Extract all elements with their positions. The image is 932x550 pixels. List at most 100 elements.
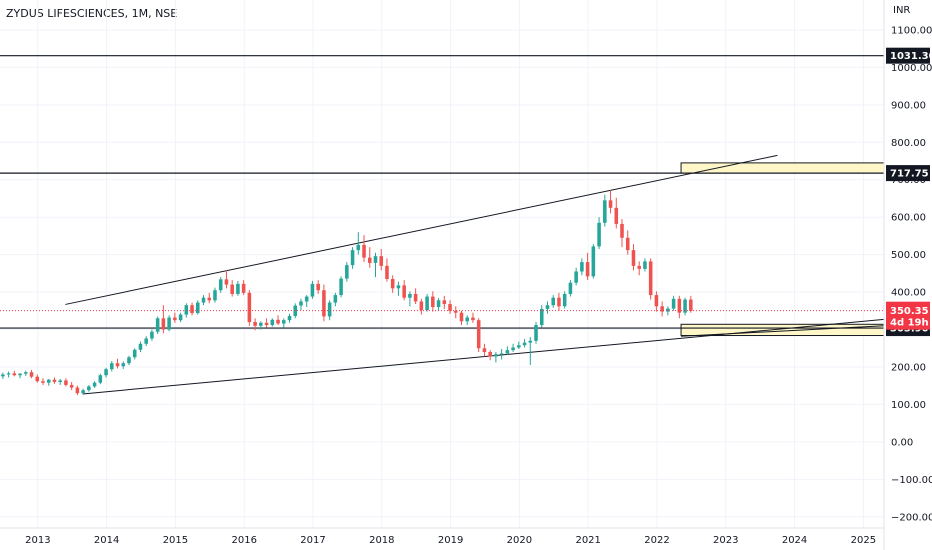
candle-61 (350, 247, 355, 269)
candle-body-93 (534, 325, 538, 341)
candle-body-111 (637, 265, 641, 269)
candle-33 (190, 302, 194, 316)
candle-body-42 (241, 283, 246, 293)
candle-body-70 (402, 285, 406, 298)
candle-100 (574, 267, 578, 286)
candle-body-44 (253, 322, 257, 326)
trendline-2[interactable] (681, 325, 885, 337)
candle-78 (448, 300, 452, 314)
candle-71 (408, 291, 412, 307)
candle-49 (281, 318, 286, 328)
candle-77 (442, 295, 447, 309)
candle-body-95 (545, 305, 550, 309)
candle-104 (597, 217, 601, 250)
highlight-zone-1[interactable] (680, 323, 885, 337)
candle-38 (218, 277, 223, 293)
candle-47 (270, 318, 275, 327)
horizontal-levels[interactable] (0, 55, 884, 329)
candle-27 (155, 316, 160, 335)
candle-25 (144, 336, 148, 347)
candle-14 (81, 388, 85, 395)
candle-body-20 (115, 363, 120, 367)
candle-20 (115, 358, 120, 369)
candle-body-25 (144, 338, 148, 344)
candle-body-14 (81, 390, 85, 394)
candle-101 (580, 258, 584, 276)
candle-108 (620, 219, 624, 248)
candle-46 (264, 318, 269, 328)
candle-body-79 (453, 310, 458, 313)
candle-body-85 (488, 352, 492, 357)
candle-26 (150, 329, 154, 341)
candle-body-18 (104, 369, 108, 376)
trendline-1[interactable] (82, 318, 885, 395)
candle-body-106 (608, 200, 613, 208)
candle-body-48 (276, 319, 280, 324)
candle-45 (259, 321, 263, 330)
candle-87 (499, 349, 504, 360)
candle-body-57 (327, 302, 332, 317)
candle-body-31 (178, 314, 183, 321)
price-axis[interactable]: INR1100.001000.00900.00800.00700.00600.0… (883, 0, 932, 550)
candle-body-13 (75, 387, 80, 394)
candle-111 (637, 261, 641, 276)
level-tag-1: 717.75 (890, 169, 929, 180)
candle-body-34 (196, 302, 200, 314)
candle-115 (660, 301, 664, 317)
candle-21 (121, 361, 126, 369)
candle-88 (505, 346, 510, 355)
candle-28 (161, 305, 166, 334)
candle-76 (436, 298, 441, 311)
candle-5 (29, 369, 34, 379)
time-axis[interactable]: 2013 2014 2015 2016 2017 2018 2019 2020 2021 2022… (0, 527, 884, 546)
trendlines[interactable] (65, 154, 885, 395)
candle-body-78 (448, 304, 452, 311)
candle-74 (425, 293, 429, 312)
candle-body-50 (287, 316, 292, 321)
current-price-tag-bg (886, 301, 930, 330)
highlight-zone-0[interactable] (680, 162, 885, 174)
currency-label: INR (893, 5, 910, 16)
x-tick-label-8: 2021 (575, 535, 600, 546)
candle-body-66 (379, 256, 384, 266)
candle-23 (132, 348, 137, 360)
candle-body-33 (190, 305, 194, 314)
candle-95 (545, 301, 550, 314)
candle-body-56 (322, 290, 326, 317)
candle-79 (453, 306, 458, 319)
candle-75 (431, 291, 435, 312)
candle-body-40 (230, 284, 234, 294)
candle-body-84 (482, 348, 487, 352)
chart-title: ZYDUS LIFESCIENCES, 1M, NSE (6, 7, 178, 20)
candle-72 (413, 288, 418, 305)
candle-70 (402, 280, 406, 301)
candle-105 (603, 194, 607, 227)
candle-body-22 (127, 357, 131, 364)
candle-body-12 (69, 384, 74, 388)
candle-body-119 (683, 299, 687, 313)
candle-80 (459, 310, 464, 326)
candle-65 (373, 252, 378, 278)
grid (0, 0, 884, 528)
candle-103 (591, 244, 596, 279)
candle-body-91 (522, 342, 527, 346)
candle-15 (87, 384, 91, 392)
candle-40 (230, 280, 234, 297)
candle-83 (476, 318, 481, 352)
candle-body-5 (29, 372, 34, 377)
candle-body-102 (585, 262, 590, 277)
candle-81 (465, 315, 470, 326)
candle-body-75 (431, 296, 435, 308)
candle-body-30 (173, 317, 177, 321)
candle-97 (557, 292, 561, 311)
x-tick-label-6: 2019 (438, 535, 463, 546)
highlight-zones[interactable] (680, 162, 885, 337)
candle-4 (24, 370, 28, 376)
candle-body-8 (46, 379, 51, 383)
candle-body-19 (110, 363, 114, 370)
candle-30 (173, 312, 177, 323)
trendline-0[interactable] (65, 154, 778, 305)
candle-98 (562, 291, 567, 309)
candle-body-97 (557, 297, 561, 307)
